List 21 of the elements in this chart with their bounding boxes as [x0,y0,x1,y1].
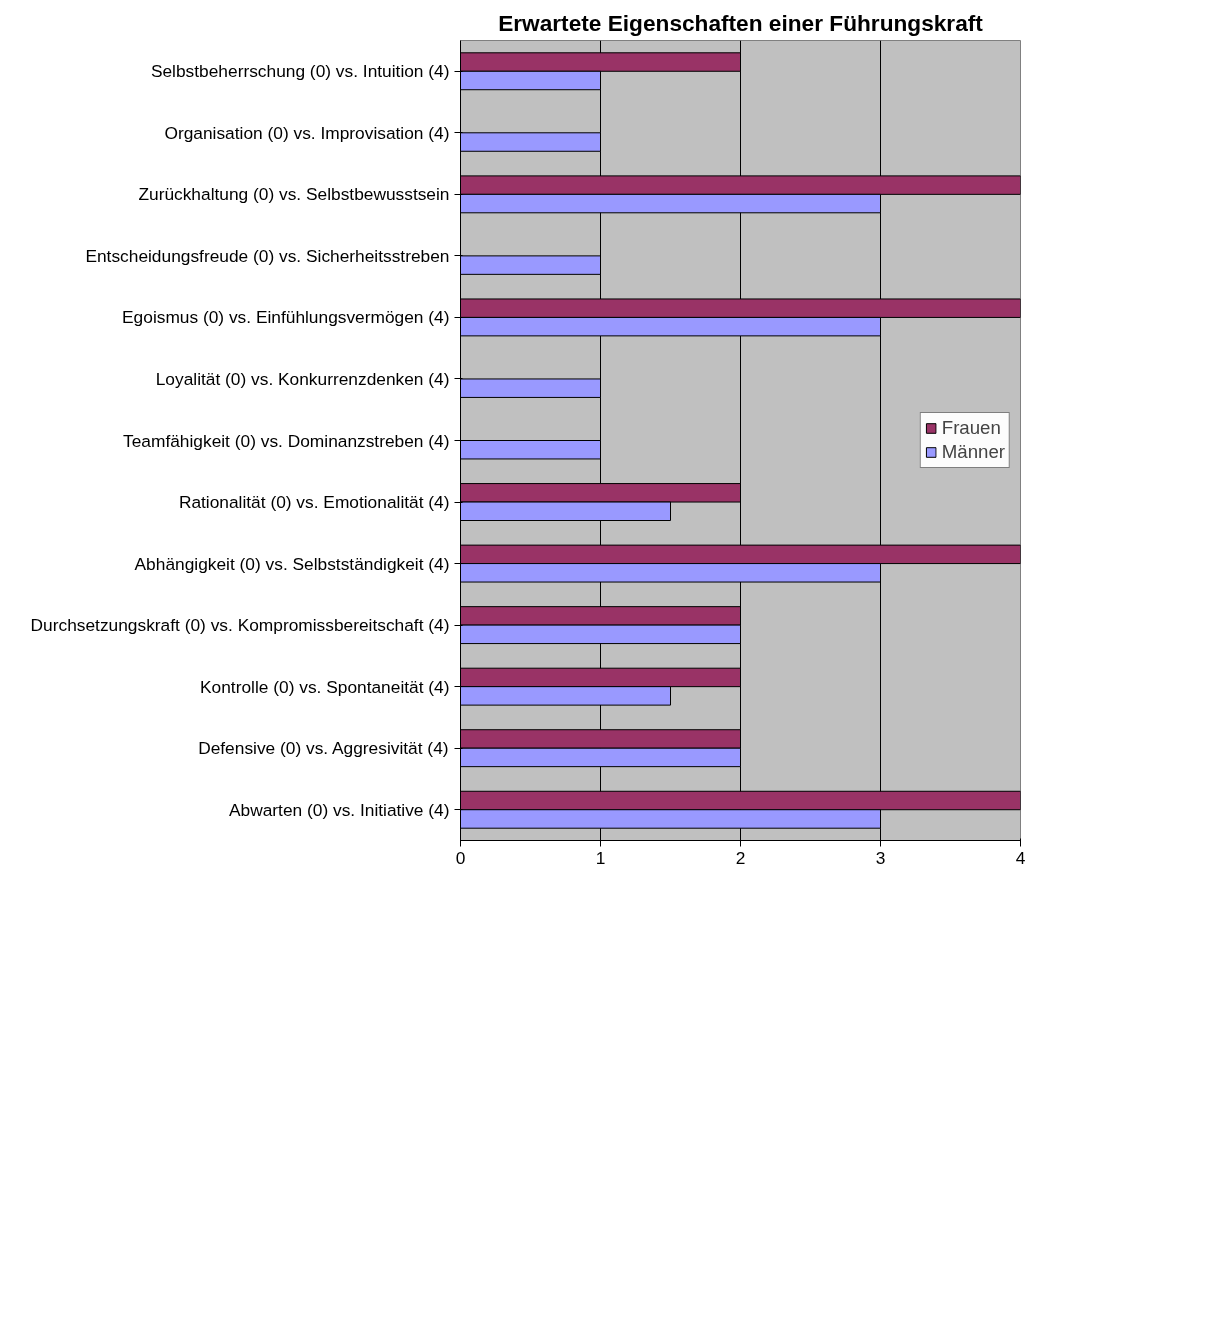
y-tick-label: Egoismus (0) vs. Einfühlungsvermögen (4) [122,307,450,328]
x-tick-label: 1 [595,847,606,868]
y-tick-label: Teamfähigkeit (0) vs. Dominanzstreben (4) [123,430,450,451]
y-tick-label: Kontrolle (0) vs. Spontaneität (4) [200,676,450,697]
legend-label: Frauen [941,417,1001,439]
y-tick-label: Durchsetzungskraft (0) vs. Kompromissbereitschaft (4) [30,615,450,636]
y-tick-label: Abhängigkeit (0) vs. Selbstständigkeit (4) [134,553,450,574]
y-tick-label: Organisation (0) vs. Improvisation (4) [164,122,450,143]
y-tick-label: Zurückhaltung (0) vs. Selbstbewusstsein [138,184,450,205]
y-tick-label: Loyalität (0) vs. Konkurrenzdenken (4) [155,368,450,389]
x-tick-label: 0 [455,847,466,868]
x-tick-label: 2 [735,847,746,868]
legend-label: Männer [941,441,1005,463]
y-tick-label: Abwarten (0) vs. Initiative (4) [228,799,450,820]
x-tick-label: 4 [1015,847,1026,868]
y-tick-label: Defensive (0) vs. Aggresivität (4) [198,738,449,759]
y-tick-label: Selbstbeherrschung (0) vs. Intuition (4) [150,61,450,82]
x-tick-label: 3 [875,847,886,868]
y-tick-label: Rationalität (0) vs. Emotionalität (4) [178,492,450,513]
y-tick-label: Entscheidungsfreude (0) vs. Sicherheitsstreben [85,245,450,266]
chart-title: Erwartete Eigenschaften einer Führungskraft [498,9,984,36]
